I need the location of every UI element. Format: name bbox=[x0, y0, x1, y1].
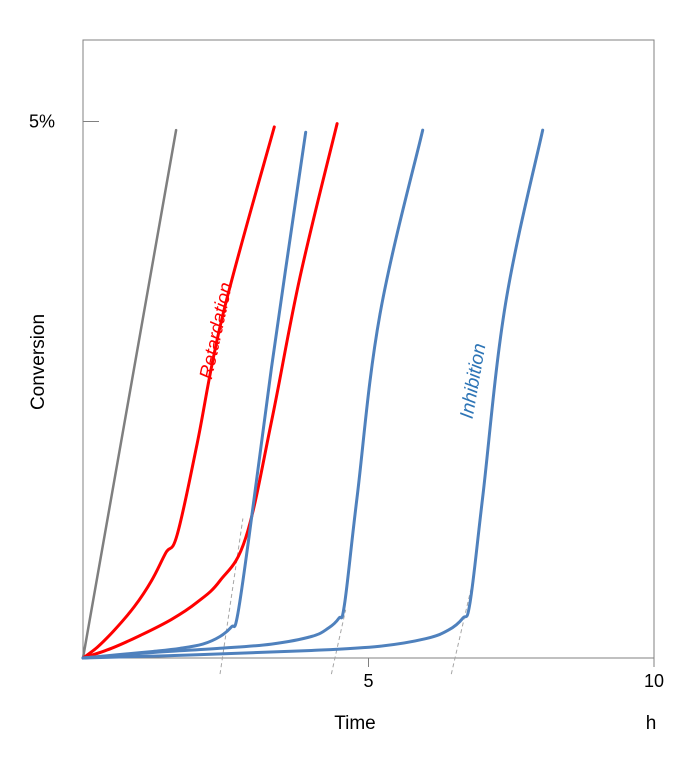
x-tick-label-0: 5 bbox=[363, 671, 373, 691]
tangent-line-0 bbox=[219, 518, 244, 675]
axis-ticks: 5 10 5% bbox=[29, 112, 664, 692]
tangent-lines bbox=[219, 518, 473, 675]
series-line-retardation-2 bbox=[81, 122, 339, 660]
series-lines bbox=[81, 122, 545, 660]
y-axis-title: Conversion bbox=[28, 314, 49, 410]
x-axis-unit: h bbox=[646, 713, 657, 734]
x-axis-title: Time bbox=[334, 713, 376, 734]
series-line-reference-0 bbox=[81, 128, 178, 660]
plot-area bbox=[82, 39, 655, 659]
tangent-line-1 bbox=[330, 609, 347, 675]
tangent-line-2 bbox=[450, 582, 473, 675]
y-tick-label-0: 5% bbox=[29, 112, 55, 132]
x-tick-label-1: 10 bbox=[644, 671, 664, 691]
series-line-inhibition-5 bbox=[81, 128, 545, 660]
series-line-retardation-1 bbox=[81, 125, 276, 660]
series-line-inhibition-4 bbox=[81, 128, 425, 660]
